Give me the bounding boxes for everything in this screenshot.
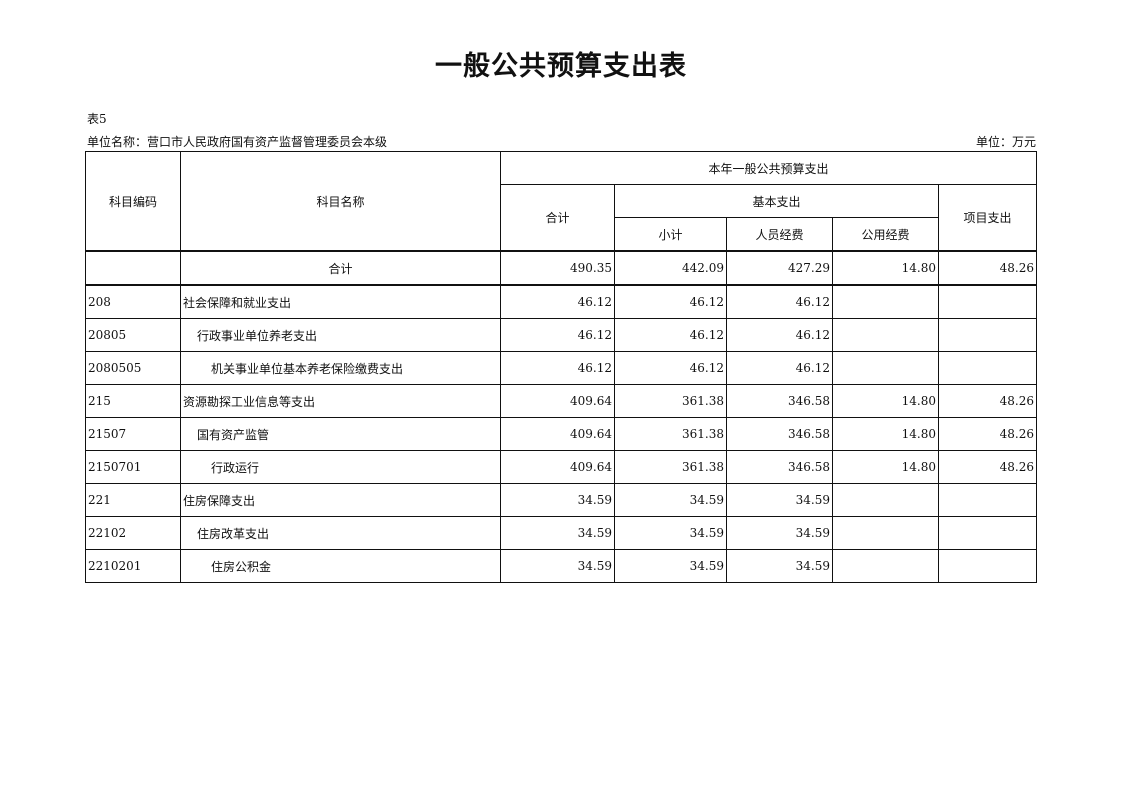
row-value [832, 483, 939, 517]
row-value: 46.12 [726, 284, 833, 319]
row-value: 409.64 [500, 384, 615, 418]
row-value: 34.59 [500, 549, 615, 583]
header-public: 公用经费 [832, 217, 939, 252]
row-value: 346.58 [726, 417, 833, 451]
row-value: 34.59 [726, 483, 833, 517]
row-value: 48.26 [938, 450, 1037, 484]
table-row: 2210201 住房公积金 34.59 34.59 34.59 [85, 549, 1037, 583]
total-value: 14.80 [832, 250, 939, 286]
row-value: 46.12 [500, 284, 615, 319]
row-name: 行政运行 [180, 450, 501, 484]
table-row: 20805 行政事业单位养老支出 46.12 46.12 46.12 [85, 318, 1037, 352]
row-name: 国有资产监管 [180, 417, 501, 451]
row-code: 20805 [85, 318, 181, 352]
page-title: 一般公共预算支出表 [435, 51, 687, 82]
row-value: 46.12 [500, 318, 615, 352]
row-value: 46.12 [500, 351, 615, 385]
row-value: 48.26 [938, 384, 1037, 418]
row-value: 14.80 [832, 417, 939, 451]
row-value [938, 351, 1037, 385]
table-row: 22102 住房改革支出 34.59 34.59 34.59 [85, 516, 1037, 550]
header-name: 科目名称 [180, 151, 501, 252]
total-value: 427.29 [726, 250, 833, 286]
table-row: 2150701 行政运行 409.64 361.38 346.58 14.80 48.26 [85, 450, 1037, 484]
header-total: 合计 [500, 184, 615, 252]
table-row: 208 社会保障和就业支出 46.12 46.12 46.12 [85, 284, 1037, 319]
row-value: 34.59 [614, 483, 727, 517]
row-value: 361.38 [614, 450, 727, 484]
row-value: 14.80 [832, 384, 939, 418]
row-value: 361.38 [614, 417, 727, 451]
total-label: 合计 [180, 250, 501, 286]
total-value: 490.35 [500, 250, 615, 286]
row-name: 住房改革支出 [180, 516, 501, 550]
row-value: 46.12 [614, 284, 727, 319]
row-code: 221 [85, 483, 181, 517]
total-code [85, 250, 181, 286]
row-value: 346.58 [726, 384, 833, 418]
row-name: 行政事业单位养老支出 [180, 318, 501, 352]
row-value: 46.12 [726, 318, 833, 352]
header-subtotal: 小计 [614, 217, 727, 252]
row-code: 2080505 [85, 351, 181, 385]
row-value [832, 318, 939, 352]
row-value: 34.59 [726, 516, 833, 550]
row-name: 住房保障支出 [180, 483, 501, 517]
table-number: 表5 [87, 112, 107, 126]
row-name: 住房公积金 [180, 549, 501, 583]
row-value: 46.12 [614, 351, 727, 385]
row-code: 2150701 [85, 450, 181, 484]
header-group: 本年一般公共预算支出 [500, 151, 1037, 185]
row-code: 21507 [85, 417, 181, 451]
row-value: 46.12 [726, 351, 833, 385]
row-value: 34.59 [500, 516, 615, 550]
row-value: 346.58 [726, 450, 833, 484]
row-name: 社会保障和就业支出 [180, 284, 501, 319]
table-row: 2080505 机关事业单位基本养老保险缴费支出 46.12 46.12 46.12 [85, 351, 1037, 385]
row-value: 34.59 [726, 549, 833, 583]
row-value: 34.59 [614, 549, 727, 583]
table-row: 21507 国有资产监管 409.64 361.38 346.58 14.80 48.26 [85, 417, 1037, 451]
row-value: 409.64 [500, 450, 615, 484]
header-project: 项目支出 [938, 184, 1037, 252]
header-basic: 基本支出 [614, 184, 939, 218]
row-value [938, 284, 1037, 319]
row-value [938, 483, 1037, 517]
row-code: 2210201 [85, 549, 181, 583]
row-value: 48.26 [938, 417, 1037, 451]
row-value [832, 284, 939, 319]
row-value [832, 351, 939, 385]
total-value: 48.26 [938, 250, 1037, 286]
row-value: 34.59 [500, 483, 615, 517]
row-value: 361.38 [614, 384, 727, 418]
row-value [938, 516, 1037, 550]
row-value: 14.80 [832, 450, 939, 484]
table-row: 221 住房保障支出 34.59 34.59 34.59 [85, 483, 1037, 517]
row-code: 22102 [85, 516, 181, 550]
row-code: 215 [85, 384, 181, 418]
currency-unit: 单位：万元 [975, 135, 1036, 149]
header-code: 科目编码 [85, 151, 181, 252]
row-value [938, 318, 1037, 352]
row-value [832, 516, 939, 550]
unit-name: 单位名称：营口市人民政府国有资产监督管理委员会本级 [87, 135, 388, 149]
header-personnel: 人员经费 [726, 217, 833, 252]
row-value: 409.64 [500, 417, 615, 451]
row-value: 34.59 [614, 516, 727, 550]
total-row: 合计 490.35 442.09 427.29 14.80 48.26 [85, 250, 1037, 286]
row-name: 机关事业单位基本养老保险缴费支出 [180, 351, 501, 385]
row-value [832, 549, 939, 583]
table-row: 215 资源勘探工业信息等支出 409.64 361.38 346.58 14.80 48.… [85, 384, 1037, 418]
row-code: 208 [85, 284, 181, 319]
total-value: 442.09 [614, 250, 727, 286]
row-value [938, 549, 1037, 583]
row-value: 46.12 [614, 318, 727, 352]
row-name: 资源勘探工业信息等支出 [180, 384, 501, 418]
budget-table: 科目编码 科目名称 本年一般公共预算支出 合计 基本支出 项目支出 小计 人员经… [85, 151, 1037, 583]
